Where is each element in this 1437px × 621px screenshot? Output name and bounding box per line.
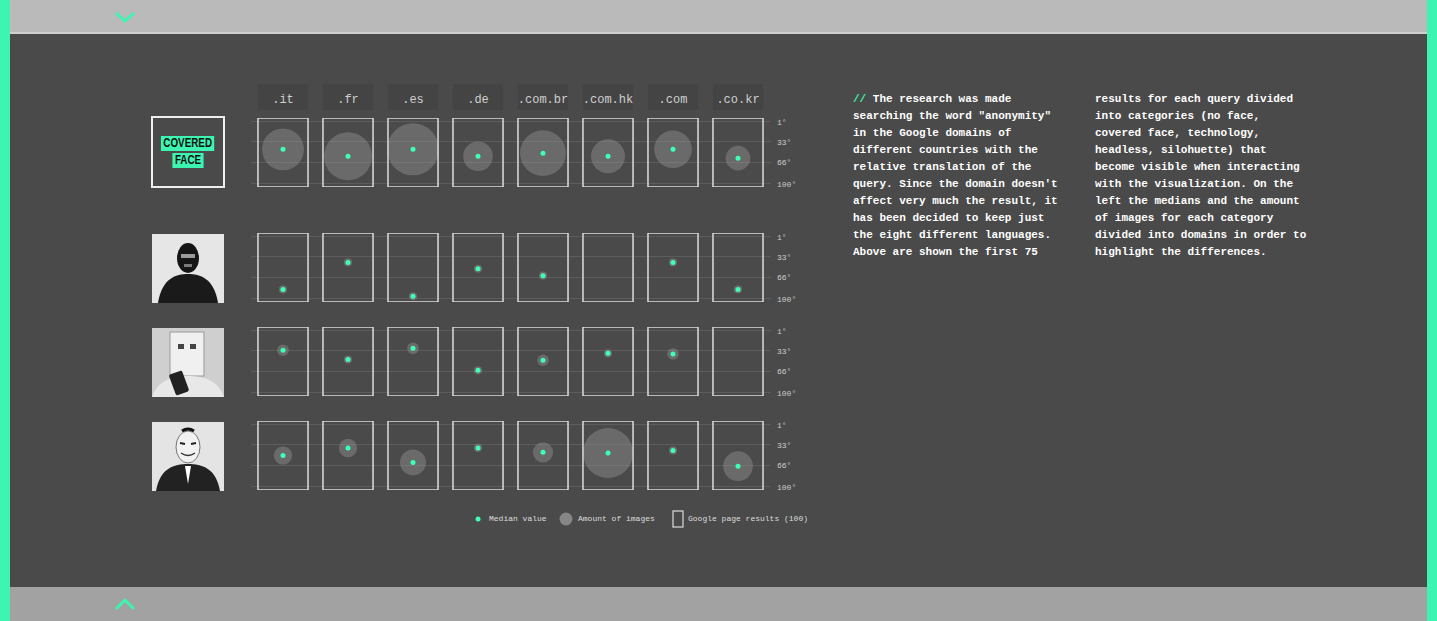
html-text:with the visualization. On the: with the visualization. On the bbox=[1095, 178, 1293, 190]
svg-text:.it: .it bbox=[272, 93, 294, 107]
svg-text:1°: 1° bbox=[777, 327, 787, 336]
svg-text:.co.kr: .co.kr bbox=[716, 93, 759, 107]
html-text:headless, silohuette) that: headless, silohuette) that bbox=[1095, 144, 1267, 156]
svg-text:1°: 1° bbox=[777, 118, 787, 127]
html-text:has been decided to keep just: has been decided to keep just bbox=[853, 212, 1045, 224]
html-text:affect very much the result, i: affect very much the result, it bbox=[853, 195, 1058, 207]
svg-text:1°: 1° bbox=[777, 421, 787, 430]
svg-text:1°: 1° bbox=[777, 233, 787, 242]
html-text:results for each query divided: results for each query divided bbox=[1095, 93, 1293, 105]
svg-text:66°: 66° bbox=[777, 461, 791, 470]
svg-text:33°: 33° bbox=[777, 441, 791, 450]
html-text:left the medians and the amoun: left the medians and the amount bbox=[1095, 195, 1300, 207]
html-text:of images for each category: of images for each category bbox=[1095, 212, 1274, 224]
svg-text:33°: 33° bbox=[777, 253, 791, 262]
svg-text:.fr: .fr bbox=[337, 93, 359, 107]
svg-text:66°: 66° bbox=[777, 273, 791, 282]
svg-text:100°: 100° bbox=[777, 483, 796, 492]
svg-text:.com.br: .com.br bbox=[518, 93, 568, 107]
html-text:divided into domains in order: divided into domains in order to bbox=[1095, 229, 1307, 241]
html-text:Median value: Median value bbox=[489, 514, 547, 523]
svg-text:100°: 100° bbox=[777, 389, 796, 398]
svg-text:100°: 100° bbox=[777, 295, 796, 304]
html-text:the eight different languages.: the eight different languages. bbox=[853, 229, 1051, 241]
html-text:different countries with the: different countries with the bbox=[853, 144, 1038, 156]
html-text:// The research was made: // The research was made bbox=[853, 93, 1012, 105]
svg-text:33°: 33° bbox=[777, 347, 791, 356]
svg-text:66°: 66° bbox=[777, 158, 791, 167]
svg-text:66°: 66° bbox=[777, 367, 791, 376]
html-text:covered face, technology,: covered face, technology, bbox=[1095, 127, 1260, 139]
html-text:relative translation of the: relative translation of the bbox=[853, 161, 1032, 173]
html-text:Google page results (100): Google page results (100) bbox=[688, 514, 808, 523]
html-text:become visible when interactin: become visible when interacting bbox=[1095, 161, 1300, 173]
svg-text:100°: 100° bbox=[777, 180, 796, 189]
html-text:FACE: FACE bbox=[174, 153, 202, 167]
svg-text:.de: .de bbox=[467, 93, 489, 107]
svg-text:33°: 33° bbox=[777, 138, 791, 147]
html-text:query. Since the domain doesn': query. Since the domain doesn't bbox=[853, 178, 1058, 190]
html-text:in the Google domains of: in the Google domains of bbox=[853, 127, 1012, 139]
svg-text:.com.hk: .com.hk bbox=[583, 93, 633, 107]
html-text:highlight the differences.: highlight the differences. bbox=[1095, 246, 1267, 258]
html-text:into categories (no face,: into categories (no face, bbox=[1095, 110, 1260, 122]
html-text:searching the word "anonymity": searching the word "anonymity" bbox=[853, 110, 1051, 122]
html-text:Above are shown the first 75: Above are shown the first 75 bbox=[853, 246, 1038, 258]
html-text:COVERED: COVERED bbox=[163, 136, 213, 150]
html-text:Amount of images: Amount of images bbox=[578, 514, 655, 523]
svg-text:.es: .es bbox=[402, 93, 424, 107]
svg-text:.com: .com bbox=[659, 93, 688, 107]
